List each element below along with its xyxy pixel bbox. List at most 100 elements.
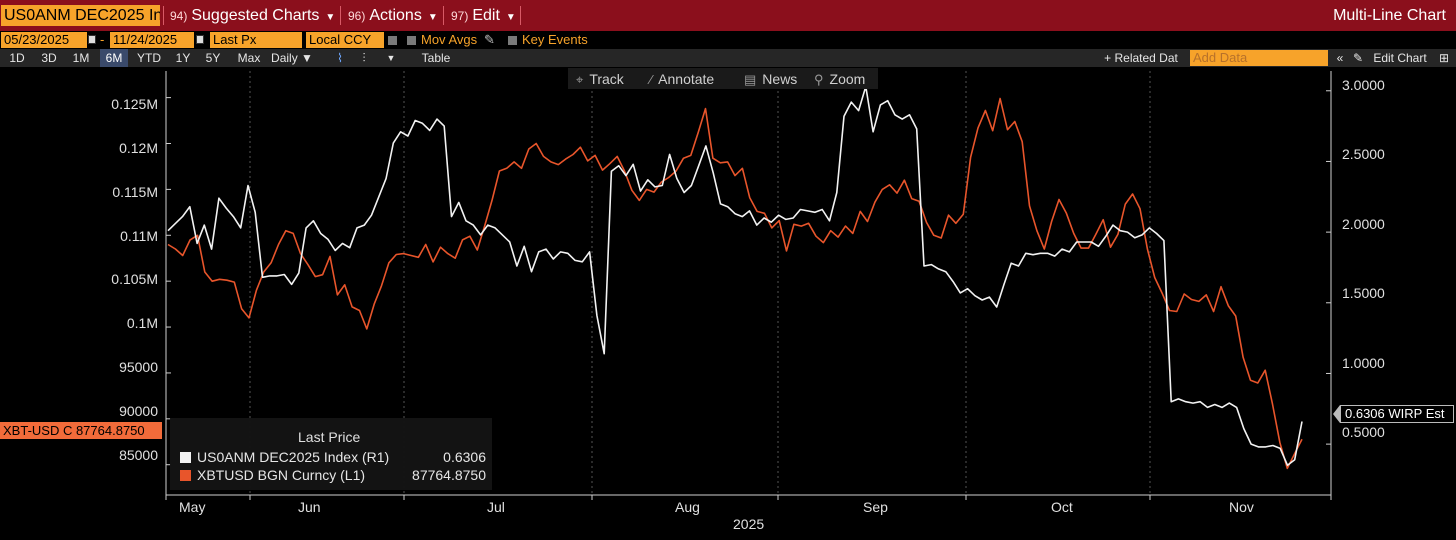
menu-label: Suggested Charts xyxy=(191,7,320,24)
caret-down-icon: ▼ xyxy=(427,12,438,23)
news-icon: ▤ xyxy=(744,72,757,87)
legend-series-name: US0ANM DEC2025 Index (R1) xyxy=(197,449,390,465)
period-1m[interactable]: 1M xyxy=(72,51,90,65)
period-3d[interactable]: 3D xyxy=(41,51,57,65)
wirp-last-price-tag: 0.6306 WIRP Est xyxy=(1340,405,1454,423)
frequency-label: Daily xyxy=(271,51,298,65)
line-chart-icon[interactable]: ⌇ xyxy=(337,51,343,65)
legend-swatch xyxy=(180,452,191,463)
period-1d[interactable]: 1D xyxy=(9,51,25,65)
xbtusd-series-line xyxy=(167,97,1303,470)
left-tick-label: 0.12M xyxy=(119,140,158,156)
mov-avgs-checkbox[interactable] xyxy=(407,36,416,45)
menu-label: Edit xyxy=(472,7,500,24)
right-tick-label: 3.0000 xyxy=(1342,77,1385,93)
legend-panel[interactable] xyxy=(170,418,492,490)
currency-dropdown-icon[interactable] xyxy=(388,36,397,45)
period-5y[interactable]: 5Y xyxy=(205,51,221,65)
chart-type-dropdown-icon[interactable]: ▼ xyxy=(386,53,396,63)
title-bar xyxy=(0,0,1456,31)
tag-pointer xyxy=(1333,405,1340,423)
right-tick-label: 2.5000 xyxy=(1342,146,1385,162)
legend-item-xbtusd[interactable]: XBTUSD BGN Curncy (L1) xyxy=(180,467,365,483)
key-events-label[interactable]: Key Events xyxy=(522,32,588,47)
period-max[interactable]: Max xyxy=(237,51,261,65)
left-tick-label: 0.125M xyxy=(111,96,158,112)
collapse-icon[interactable]: « xyxy=(1336,51,1344,65)
right-tick-label: 0.5000 xyxy=(1342,424,1385,440)
menu-number: 96) xyxy=(348,9,366,23)
menu-number: 97) xyxy=(451,9,469,23)
magnifier-icon: ⚲ xyxy=(814,72,824,87)
crosshair-icon: ⌖ xyxy=(576,72,584,87)
left-tick-label: 95000 xyxy=(119,359,158,375)
grid-icon[interactable]: ⊞ xyxy=(1438,51,1450,65)
menu-number: 94) xyxy=(170,9,188,23)
suggested-charts-menu[interactable]: 94) Suggested Charts ▼ xyxy=(170,5,335,26)
x-tick-label: Sep xyxy=(863,499,888,515)
bar-chart-icon[interactable]: ⫶ xyxy=(362,51,366,65)
menu-label: Actions xyxy=(369,7,422,24)
left-tick-label: 0.1M xyxy=(126,315,158,331)
x-tick-label: May xyxy=(179,499,206,515)
legend-swatch xyxy=(180,470,191,481)
pencil-icon: ∕ xyxy=(650,72,653,87)
left-tick-label: 85000 xyxy=(119,447,158,463)
end-date-field[interactable]: 11/24/2025 xyxy=(110,32,194,48)
mov-avgs-label[interactable]: Mov Avgs xyxy=(421,32,478,47)
pencil-icon[interactable]: ✎ xyxy=(1352,51,1364,65)
chart-type-title: Multi-Line Chart xyxy=(1333,7,1446,24)
left-tick-label: 0.115M xyxy=(112,184,158,200)
annotate-tool[interactable]: ∕ Annotate xyxy=(650,70,714,88)
calendar-icon[interactable] xyxy=(88,35,96,44)
right-tick-label: 1.0000 xyxy=(1342,355,1385,371)
related-data-button[interactable]: + Related Dat xyxy=(1104,51,1178,65)
right-tick-label: 1.5000 xyxy=(1342,285,1385,301)
caret-down-icon: ▼ xyxy=(505,12,516,23)
x-tick-label: Oct xyxy=(1051,499,1073,515)
x-tick-label: Aug xyxy=(675,499,700,515)
currency-select[interactable]: Local CCY xyxy=(306,32,384,48)
x-tick-label: Jun xyxy=(298,499,321,515)
period-1y[interactable]: 1Y xyxy=(175,51,191,65)
legend-series-name: XBTUSD BGN Curncy (L1) xyxy=(197,467,366,483)
track-label: Track xyxy=(589,71,624,87)
ticker-field[interactable]: US0ANM DEC2025 In xyxy=(1,5,160,26)
news-label: News xyxy=(762,71,798,87)
x-tick-label: Nov xyxy=(1229,499,1254,515)
calendar-icon[interactable] xyxy=(196,35,204,44)
divider xyxy=(163,6,164,25)
start-date-field[interactable]: 05/23/2025 xyxy=(1,32,87,48)
news-tool[interactable]: ▤ News xyxy=(744,70,797,88)
x-tick-label: Jul xyxy=(487,499,505,515)
track-tool[interactable]: ⌖ Track xyxy=(576,70,624,88)
key-events-checkbox[interactable] xyxy=(508,36,517,45)
left-tick-label: 0.11M xyxy=(120,228,158,244)
zoom-label: Zoom xyxy=(829,71,866,87)
annotate-label: Annotate xyxy=(658,71,715,87)
left-tick-label: 0.105M xyxy=(111,271,158,287)
divider xyxy=(340,6,341,25)
chart-tools-panel xyxy=(568,68,878,89)
edit-chart-button[interactable]: Edit Chart xyxy=(1373,51,1427,65)
pencil-icon[interactable]: ✎ xyxy=(484,32,495,47)
legend-series-value: 87764.8750 xyxy=(412,467,486,483)
edit-menu[interactable]: 97) Edit ▼ xyxy=(451,5,516,26)
legend-series-value: 0.6306 xyxy=(443,449,486,465)
table-button[interactable]: Table xyxy=(421,51,451,65)
caret-down-icon: ▼ xyxy=(325,12,336,23)
xbt-last-price-tag: XBT-USD C 87764.8750 xyxy=(0,422,162,439)
legend-title: Last Price xyxy=(298,429,361,445)
legend-item-us0anm[interactable]: US0ANM DEC2025 Index (R1) xyxy=(180,449,389,465)
divider xyxy=(443,6,444,25)
actions-menu[interactable]: 96) Actions ▼ xyxy=(348,5,438,26)
period-ytd[interactable]: YTD xyxy=(137,51,161,65)
add-data-input[interactable]: Add Data xyxy=(1190,50,1328,66)
frequency-select[interactable]: Daily ▼ xyxy=(271,51,313,65)
period-6m[interactable]: 6M xyxy=(100,49,128,67)
left-tick-label: 90000 xyxy=(119,403,158,419)
zoom-tool[interactable]: ⚲ Zoom xyxy=(814,70,865,88)
field-select[interactable]: Last Px xyxy=(210,32,302,48)
date-dash: - xyxy=(100,32,105,47)
